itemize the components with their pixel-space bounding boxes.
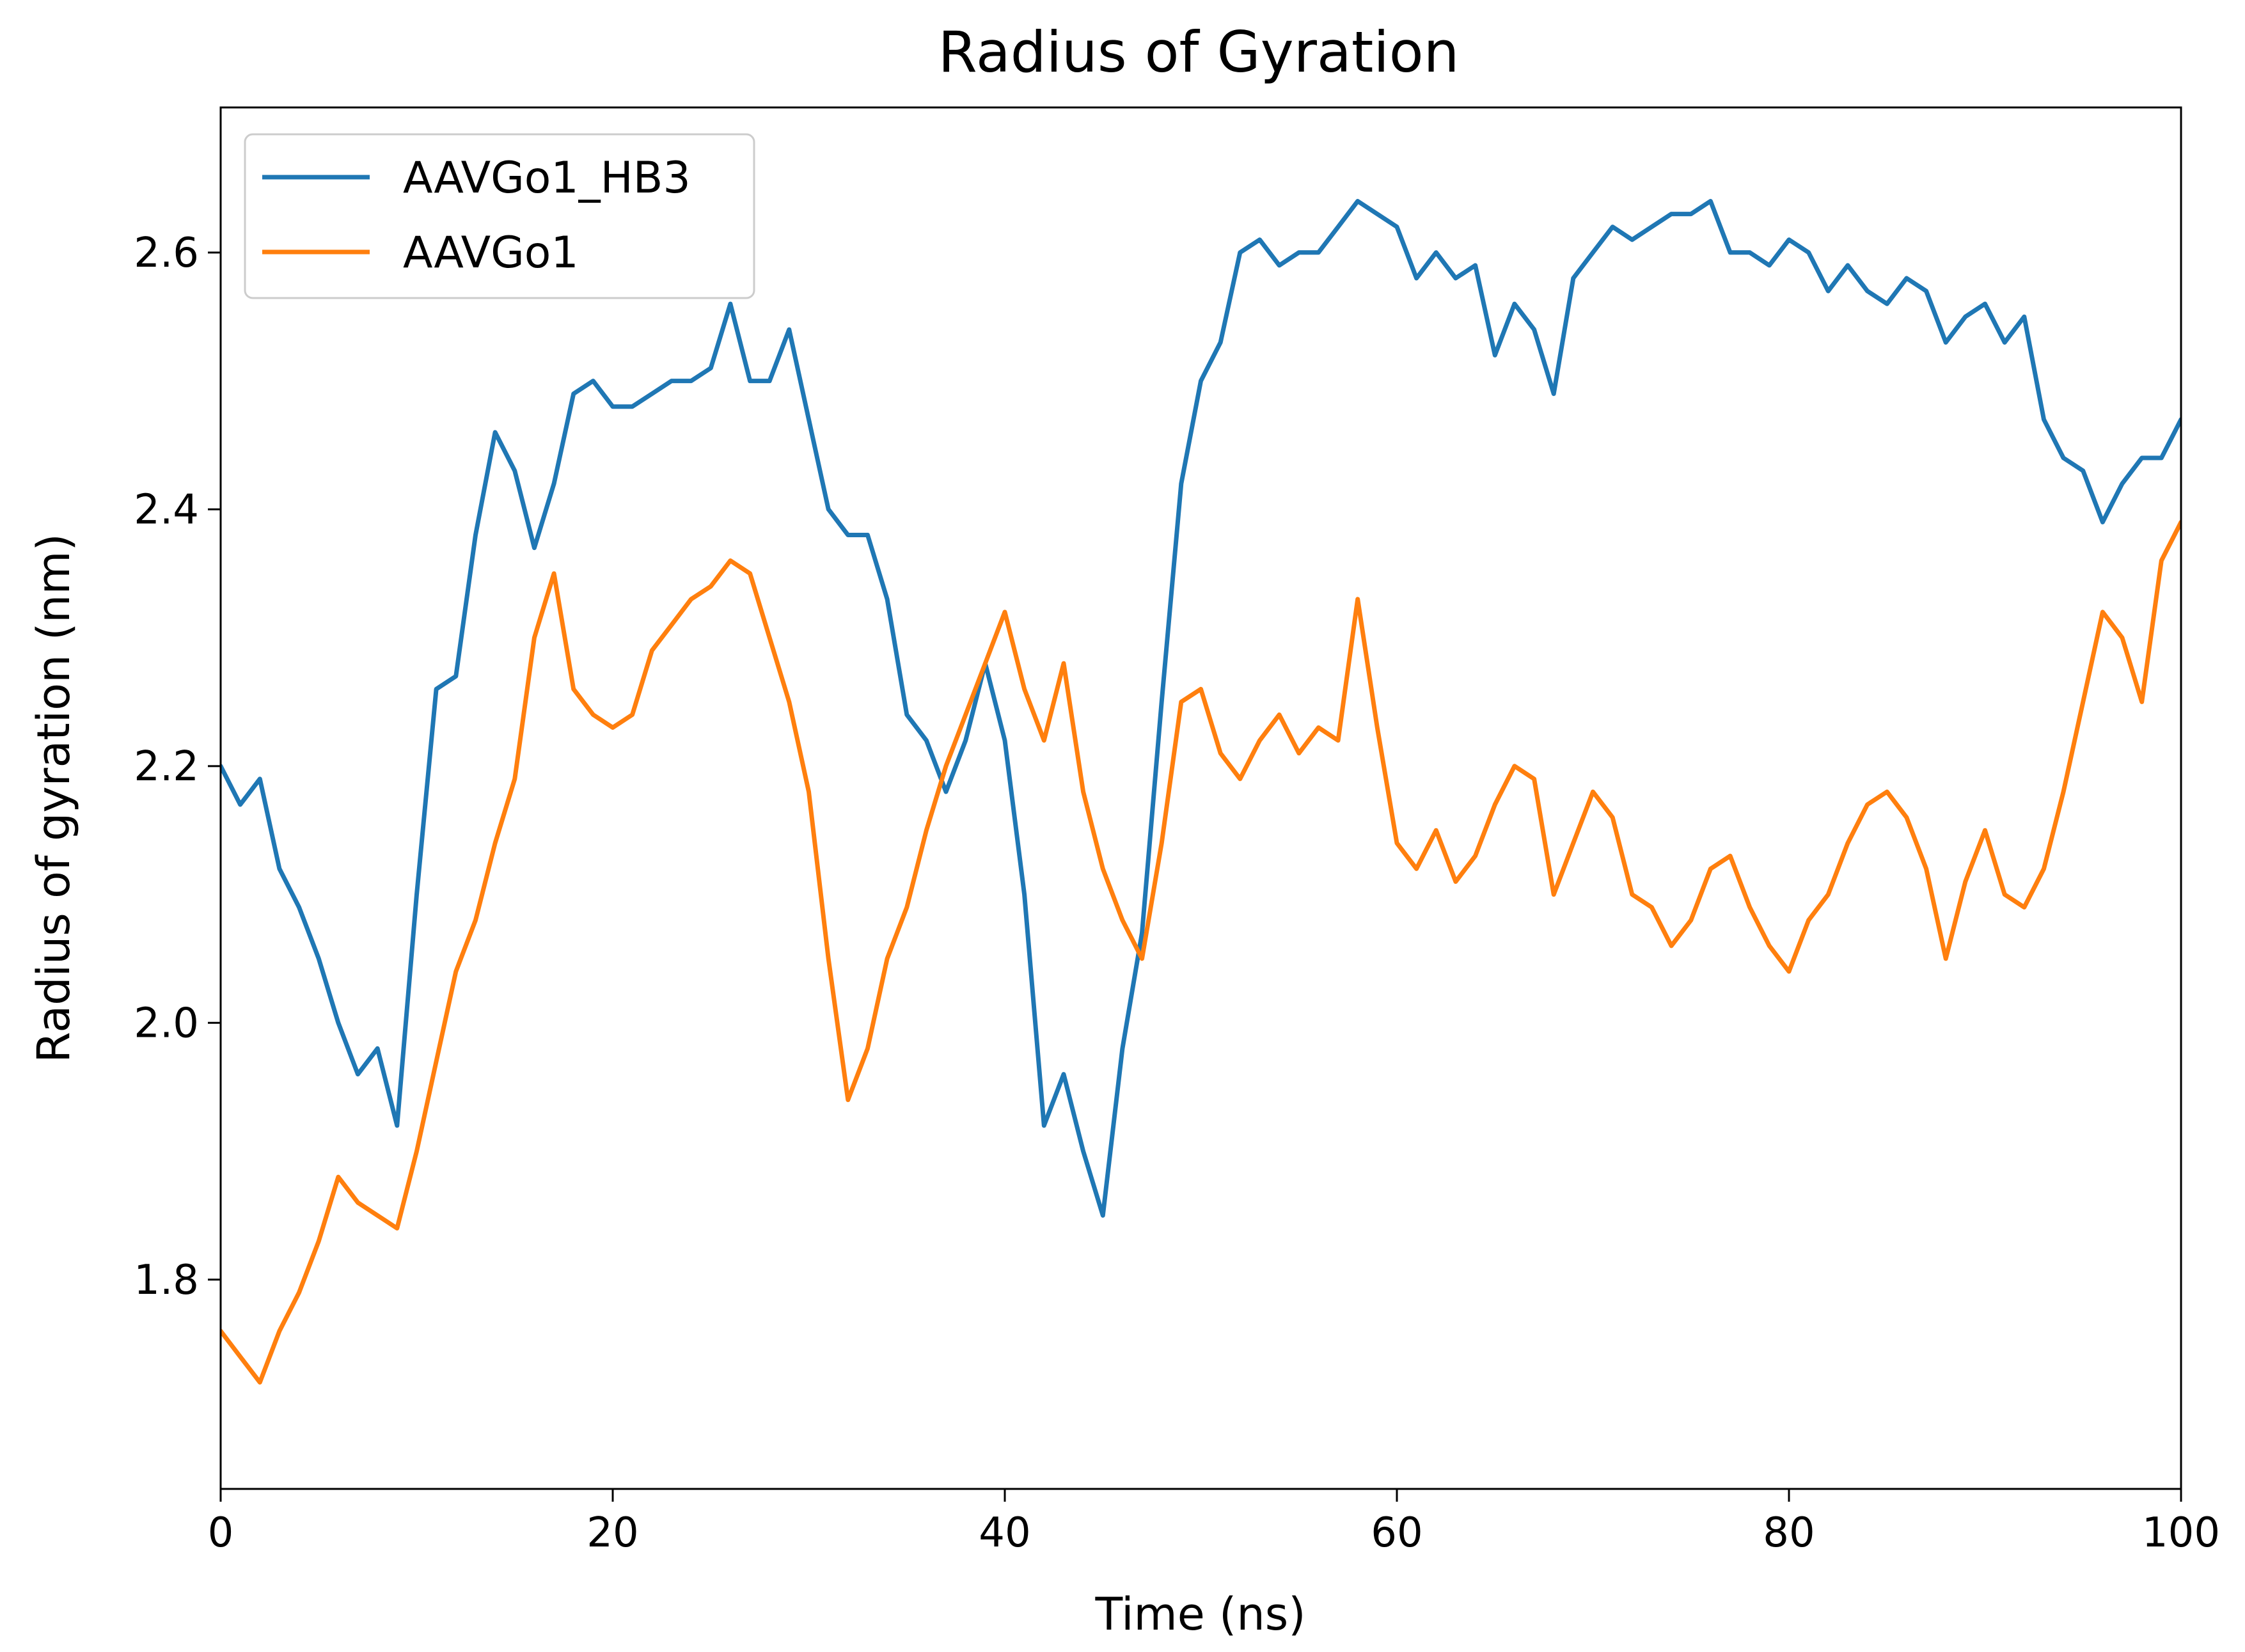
chart-title: Radius of Gyration: [938, 19, 1460, 85]
y-tick-label: 2.0: [134, 1000, 199, 1047]
legend-frame: [244, 133, 755, 299]
series-line-aavgo1-hb3: [221, 199, 2181, 1218]
y-axis: 1.8 2.0 2.2 2.4 2.6: [134, 230, 221, 1304]
y-tick-label: 2.4: [134, 486, 199, 533]
x-tick-label: 0: [208, 1509, 234, 1557]
legend: AAVGo1_HB3 AAVGo1: [244, 133, 755, 299]
x-tick-label: 40: [979, 1509, 1030, 1557]
y-tick-label: 2.2: [134, 743, 199, 791]
series-layer: [221, 199, 2181, 1385]
x-tick-label: 60: [1371, 1509, 1422, 1557]
legend-label-aavgo1-hb3: AAVGo1_HB3: [403, 153, 691, 203]
legend-label-aavgo1: AAVGo1: [403, 228, 579, 278]
x-tick-label: 80: [1763, 1509, 1815, 1557]
x-axis: 0 20 40 60 80 100: [208, 1489, 2220, 1557]
plot-area: [219, 106, 2182, 1490]
x-tick-label: 20: [587, 1509, 638, 1557]
series-line-aavgo1: [221, 519, 2181, 1385]
y-tick-label: 1.8: [134, 1257, 199, 1304]
y-axis-label: Radius of gyration (nm): [28, 533, 80, 1063]
x-tick-label: 100: [2142, 1509, 2220, 1557]
plot-frame: [219, 106, 2182, 1490]
y-tick-label: 2.6: [134, 230, 199, 277]
x-axis-label: Time (ns): [1094, 1588, 1305, 1640]
